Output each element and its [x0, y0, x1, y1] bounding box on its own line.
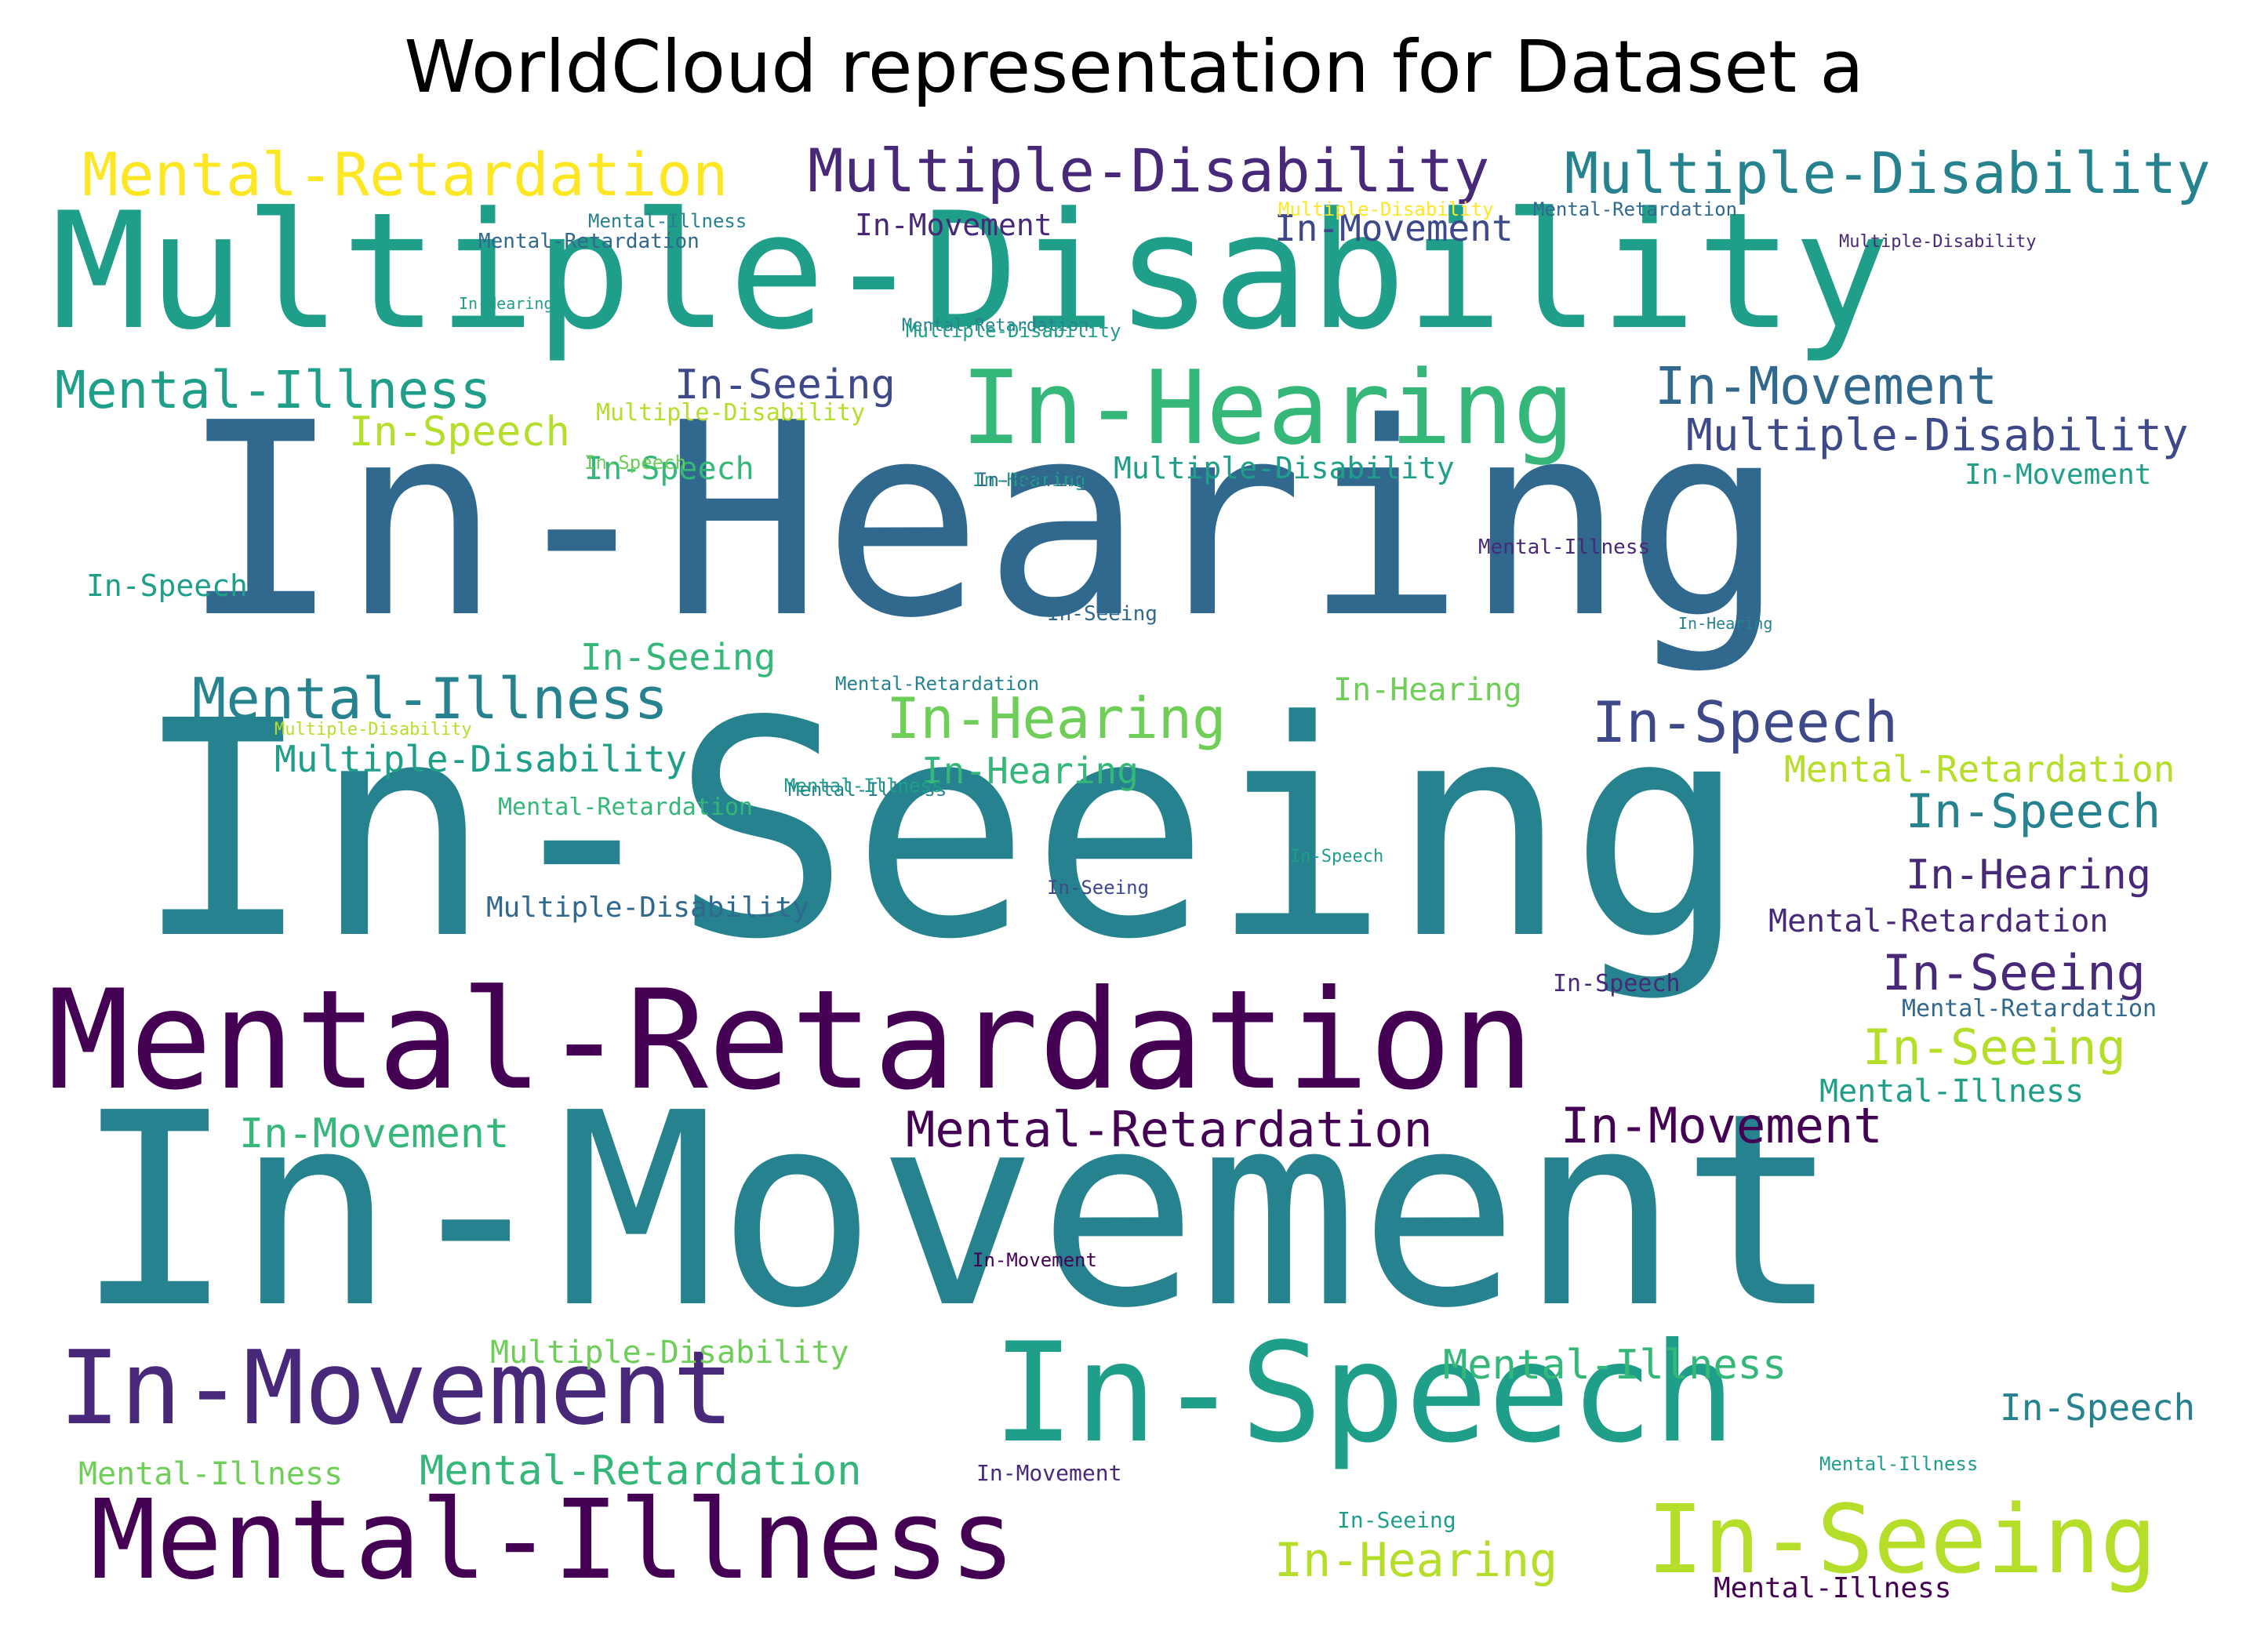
cloud-word: Multiple-Disability — [1565, 140, 2211, 206]
cloud-word: Mental-Illness — [78, 1456, 343, 1492]
cloud-word: In-Speech — [2000, 1386, 2196, 1429]
cloud-word: In-Seeing — [1647, 1486, 2157, 1595]
cloud-word: Mental-Retardation — [478, 230, 700, 253]
cloud-word: In-Movement — [1274, 207, 1514, 249]
cloud-word: In-Speech — [86, 569, 248, 603]
cloud-word: Mental-Illness — [192, 666, 668, 732]
cloud-word: In-Speech — [584, 451, 754, 487]
cloud-word: In-Seeing — [1863, 1019, 2126, 1076]
cloud-word: In-Movement — [1561, 1097, 1883, 1154]
cloud-word: In-Movement — [239, 1110, 510, 1157]
cloud-word: In-Hearing — [1906, 852, 2152, 899]
cloud-word: Multiple-Disability — [490, 1335, 849, 1371]
cloud-word: Multiple-Disability — [1686, 410, 2189, 461]
figure-title: WorldCloud representation for Dataset a — [404, 25, 1864, 109]
cloud-word: Multiple-Disability — [596, 399, 866, 427]
cloud-word: Mental-Retardation — [1784, 748, 2175, 790]
cloud-word: Mental-Illness — [1443, 1342, 1787, 1389]
cloud-word: Mental-Retardation — [498, 794, 754, 821]
cloud-word: Multiple-Disability — [486, 892, 809, 924]
cloud-word: Mental-Illness — [1819, 1073, 2084, 1110]
cloud-word: Multiple-Disability — [274, 720, 472, 739]
cloud-word: Multiple-Disability — [1278, 198, 1494, 220]
cloud-word: Mental-Illness — [788, 779, 947, 801]
cloud-word: In-Hearing — [976, 469, 1090, 491]
cloud-word: In-Hearing — [886, 685, 1227, 751]
cloud-word: In-Movement — [1965, 459, 2152, 491]
cloud-word: In-Seeing — [1337, 1507, 1456, 1533]
cloud-word: In-Hearing — [961, 348, 1575, 467]
cloud-word: In-Hearing — [1274, 1533, 1558, 1588]
cloud-word: In-Hearing — [1678, 614, 1773, 633]
cloud-word: Multiple-Disability — [1114, 451, 1455, 485]
cloud-word: Mental-Illness — [1478, 536, 1651, 559]
cloud-word: In-Seeing — [580, 636, 776, 678]
cloud-word: Mental-Retardation — [47, 961, 1535, 1121]
cloud-word: Mental-Illness — [784, 775, 943, 797]
cloud-word: Mental-Retardation — [420, 1448, 862, 1495]
cloud-word: Mental-Illness — [1819, 1453, 1979, 1475]
cloud-word: In-Speech — [1553, 970, 1681, 997]
cloud-word: Mental-Retardation — [906, 1101, 1433, 1158]
cloud-word: Multiple-Disability — [51, 179, 1890, 365]
cloud-word: Multiple-Disability — [808, 136, 1490, 205]
cloud-word: Multiple-Disability — [274, 738, 688, 780]
cloud-word: In-Speech — [349, 409, 570, 456]
cloud-word: In-Movement — [976, 1460, 1122, 1486]
cloud-word: Multiple-Disability — [906, 320, 1121, 342]
cloud-word: Mental-Illness — [55, 360, 492, 420]
cloud-word: In-Hearing — [180, 366, 1786, 677]
cloud-word: In-Seeing — [133, 657, 1749, 1004]
cloud-word: In-Speech — [1906, 784, 2161, 839]
cloud-word: In-Hearing — [972, 469, 1086, 491]
cloud-word: Mental-Retardation — [1902, 995, 2157, 1023]
cloud-word: In-Seeing — [1047, 602, 1158, 626]
cloud-word: Mental-Illness — [588, 210, 747, 232]
cloud-word: Mental-Illness — [90, 1477, 1016, 1604]
cloud-word: In-Speech — [1592, 689, 1899, 755]
cloud-word: Mental-Retardation — [902, 316, 1089, 336]
cloud-word: In-Hearing — [1333, 672, 1522, 708]
cloud-word: Multiple-Disability — [1839, 232, 2037, 252]
cloud-word: Mental-Illness — [1714, 1572, 1952, 1604]
cloud-word: Mental-Retardation — [1768, 903, 2109, 939]
cloud-word: In-Movement — [75, 1056, 1841, 1367]
cloud-word: In-Movement — [972, 1249, 1097, 1271]
cloud-word: In-Seeing — [1882, 944, 2146, 1001]
cloud-word: In-Seeing — [1047, 877, 1150, 899]
cloud-word: In-Hearing — [921, 750, 1139, 792]
cloud-word: In-Hearing — [459, 294, 554, 313]
cloud-word: In-Speech — [992, 1314, 1736, 1473]
cloud-word: In-Movement — [1655, 356, 1998, 416]
cloud-word: In-Seeing — [674, 361, 896, 409]
cloud-word: Mental-Retardation — [82, 140, 729, 209]
cloud-word: In-Speech — [1290, 847, 1384, 866]
cloud-word: Mental-Retardation — [835, 673, 1040, 695]
cloud-word: In-Speech — [584, 452, 687, 474]
cloud-word: In-Movement — [855, 208, 1052, 242]
cloud-word: Mental-Retardation — [1533, 198, 1738, 220]
cloud-word: In-Movement — [59, 1328, 734, 1448]
